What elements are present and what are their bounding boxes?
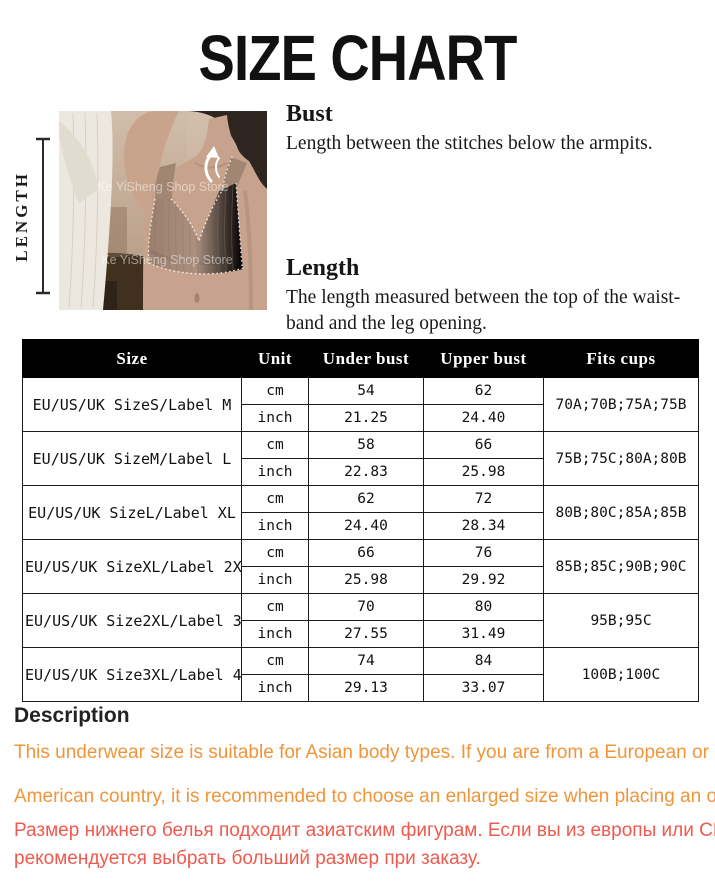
col-header-unit: Unit [241, 339, 309, 378]
bra-shape [148, 183, 243, 274]
raised-arm-shape [123, 111, 179, 215]
unit-inch: inch [241, 566, 309, 594]
table-row: EU/US/UK Size2XL/Label 3XL cm 70 80 95B;… [22, 593, 699, 648]
fits-cups: 95B;95C [543, 593, 699, 648]
bra-dotted-outline [147, 154, 244, 275]
table-header-row: Size Unit Under bust Upper bust Fits cup… [22, 339, 699, 378]
under-bust-inch: 22.83 [308, 458, 424, 486]
unit-inch: inch [241, 512, 309, 540]
watermark-text: Ke YiSheng Shop Store [101, 253, 232, 267]
length-measure-label: LENGTH [12, 170, 31, 262]
unit-cm: cm [241, 647, 309, 675]
upper-bust-inch: 28.34 [423, 512, 544, 540]
size-label: EU/US/UK SizeS/Label M [22, 377, 242, 432]
col-header-upper-bust: Upper bust [423, 339, 544, 378]
fits-cups: 70A;70B;75A;75B [543, 377, 699, 432]
unit-inch: inch [241, 458, 309, 486]
bra-left-strap [155, 163, 176, 203]
under-bust-inch: 27.55 [308, 620, 424, 648]
under-bust-inch: 21.25 [308, 404, 424, 432]
fits-cups: 100B;100C [543, 647, 699, 702]
upper-bust-cm: 84 [423, 647, 544, 675]
upper-bust-cm: 80 [423, 593, 544, 621]
under-bust-inch: 25.98 [308, 566, 424, 594]
description-heading: Description [14, 704, 130, 727]
upper-bust-cm: 76 [423, 539, 544, 567]
under-bust-cm: 54 [308, 377, 424, 405]
table-row: EU/US/UK Size3XL/Label 4XL cm 74 84 100B… [22, 647, 699, 702]
lift-arrow-icon [204, 146, 220, 183]
unit-cm: cm [241, 593, 309, 621]
upper-bust-cm: 72 [423, 485, 544, 513]
description-russian-line-2: рекомендуется выбрать больший размер при… [14, 848, 481, 869]
size-label: EU/US/UK SizeM/Label L [22, 431, 242, 486]
under-bust-cm: 62 [308, 485, 424, 513]
size-label: EU/US/UK SizeL/Label XL [22, 485, 242, 540]
table-row: EU/US/UK SizeL/Label XL cm 62 72 80B;80C… [22, 485, 699, 540]
hair-shape [187, 111, 267, 207]
length-measure-annotation: LENGTH [12, 136, 58, 296]
fits-cups: 85B;85C;90B;90C [543, 539, 699, 594]
description-english-line-2: American country, it is recommended to c… [14, 786, 715, 807]
under-bust-inch: 24.40 [308, 512, 424, 540]
bust-info: Bust Length between the stitches below t… [286, 101, 712, 157]
product-photo: Ke YiSheng Shop Store Ke YiSheng Shop St… [59, 111, 267, 310]
page-title: SIZE CHART [198, 22, 518, 94]
table-row: EU/US/UK SizeS/Label M cm 54 62 70A;70B;… [22, 377, 699, 432]
upper-bust-cm: 62 [423, 377, 544, 405]
table-row: EU/US/UK SizeM/Label L cm 58 66 75B;75C;… [22, 431, 699, 486]
upper-bust-inch: 33.07 [423, 674, 544, 702]
table-row: inch 29.13 33.07 [23, 674, 699, 702]
unit-inch: inch [241, 404, 309, 432]
description-russian-line-1: Размер нижнего белья подходит азиатским … [14, 820, 715, 841]
under-bust-cm: 58 [308, 431, 424, 459]
watermark-text: Ke YiSheng Shop Store [97, 180, 228, 194]
upper-bust-inch: 29.92 [423, 566, 544, 594]
length-description: The length measured between the top of t… [286, 287, 681, 335]
description-english-line-1: This underwear size is suitable for Asia… [14, 742, 709, 763]
fits-cups: 75B;75C;80A;80B [543, 431, 699, 486]
upper-bust-inch: 24.40 [423, 404, 544, 432]
col-header-size: Size [22, 339, 242, 378]
upper-bust-cm: 66 [423, 431, 544, 459]
table-row: EU/US/UK SizeXL/Label 2XL cm 66 76 85B;8… [22, 539, 699, 594]
under-bust-cm: 70 [308, 593, 424, 621]
size-label: EU/US/UK Size3XL/Label 4XL [22, 647, 242, 702]
length-heading: Length [286, 255, 360, 281]
upper-bust-inch: 25.98 [423, 458, 544, 486]
unit-cm: cm [241, 377, 309, 405]
fits-cups: 80B;80C;85A;85B [543, 485, 699, 540]
length-info: Length The length measured between the t… [286, 255, 712, 337]
unit-cm: cm [241, 539, 309, 567]
unit-inch: inch [241, 620, 309, 648]
size-label: EU/US/UK Size2XL/Label 3XL [22, 593, 242, 648]
under-bust-inch: 29.13 [308, 674, 424, 702]
col-header-under-bust: Under bust [308, 339, 424, 378]
under-bust-cm: 66 [308, 539, 424, 567]
size-label: EU/US/UK SizeXL/Label 2XL [22, 539, 242, 594]
under-bust-cm: 74 [308, 647, 424, 675]
bust-heading: Bust [286, 101, 333, 127]
length-measure-line [36, 137, 50, 295]
table-row: inch 24.40 28.34 [23, 512, 699, 540]
bust-description: Length between the stitches below the ar… [286, 133, 653, 154]
size-table: Size Unit Under bust Upper bust Fits cup… [22, 339, 699, 702]
unit-cm: cm [241, 431, 309, 459]
col-header-fits-cups: Fits cups [543, 339, 699, 378]
unit-cm: cm [241, 485, 309, 513]
unit-inch: inch [241, 674, 309, 702]
upper-bust-inch: 31.49 [423, 620, 544, 648]
